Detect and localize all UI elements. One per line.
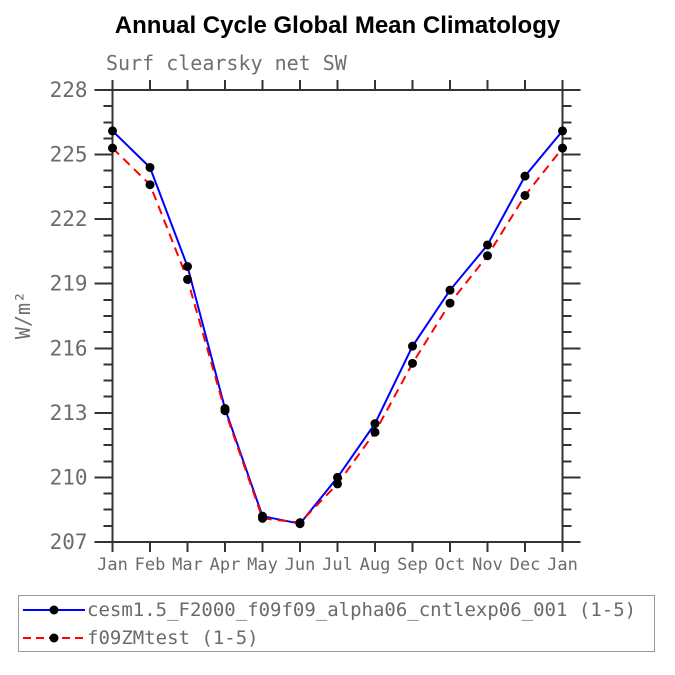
data-point-marker	[558, 126, 567, 136]
series-line-0	[111, 130, 564, 525]
data-point-marker	[408, 358, 417, 368]
x-tick-label: Sep	[397, 555, 428, 575]
legend-item: f09ZMtest (1-5)	[19, 625, 654, 651]
x-tick-label: Jul	[322, 555, 353, 575]
data-point-marker	[145, 180, 155, 190]
series-line-1	[111, 147, 564, 524]
data-point-marker	[108, 143, 117, 153]
data-point-marker	[183, 261, 192, 271]
data-point-marker	[333, 479, 342, 489]
x-tick-label: Apr	[210, 555, 241, 575]
legend-label: cesm1.5_F2000_f09f09_alpha06_cntlexp06_0…	[87, 598, 637, 621]
legend-line-swatch-dashed	[23, 633, 85, 642]
y-tick-label: 219	[50, 272, 88, 296]
y-tick-label: 213	[50, 401, 88, 425]
data-point-marker	[445, 285, 455, 295]
y-tick-label: 225	[50, 143, 88, 167]
data-point-marker	[183, 274, 192, 284]
legend-line-swatch-solid	[23, 605, 85, 614]
data-point-marker	[370, 419, 380, 429]
data-point-marker	[520, 171, 530, 181]
data-point-marker	[333, 472, 342, 482]
legend-label: f09ZMtest (1-5)	[87, 626, 259, 649]
chart-title: Annual Cycle Global Mean Climatology	[114, 12, 561, 39]
x-tick-label: Oct	[435, 555, 466, 575]
x-tick-label: Nov	[472, 555, 503, 575]
y-tick-label: 207	[50, 530, 88, 554]
y-tick-label: 210	[50, 465, 88, 489]
legend-marker-dot	[49, 605, 59, 614]
x-tick-label: Jun	[285, 555, 316, 575]
data-point-marker	[483, 251, 492, 261]
data-point-marker	[445, 298, 455, 308]
data-point-marker	[295, 518, 305, 528]
y-tick-label: 216	[50, 336, 88, 360]
legend-item: cesm1.5_F2000_f09f09_alpha06_cntlexp06_0…	[19, 597, 654, 623]
x-tick-label: Jan	[97, 555, 128, 575]
data-point-marker	[145, 162, 155, 172]
legend-marker-dot	[49, 633, 59, 642]
data-point-marker	[108, 126, 117, 136]
x-tick-label: May	[247, 555, 278, 575]
data-point-marker	[558, 143, 567, 153]
legend: cesm1.5_F2000_f09f09_alpha06_cntlexp06_0…	[18, 595, 655, 652]
x-tick-label: Dec	[510, 555, 541, 575]
x-tick-label: Feb	[135, 555, 166, 575]
x-tick-label: Jan	[547, 555, 578, 575]
data-point-marker	[408, 341, 417, 351]
y-tick-label: 228	[50, 78, 88, 102]
chart-subtitle: Surf clearsky net SW	[106, 51, 347, 75]
x-tick-label: Aug	[360, 555, 391, 575]
x-tick-label: Mar	[172, 555, 203, 575]
data-point-marker	[520, 190, 530, 200]
data-point-marker	[370, 427, 380, 437]
data-point-marker	[483, 240, 492, 250]
y-tick-label: 222	[50, 207, 88, 231]
data-point-marker	[258, 513, 267, 523]
data-point-marker	[220, 406, 230, 416]
